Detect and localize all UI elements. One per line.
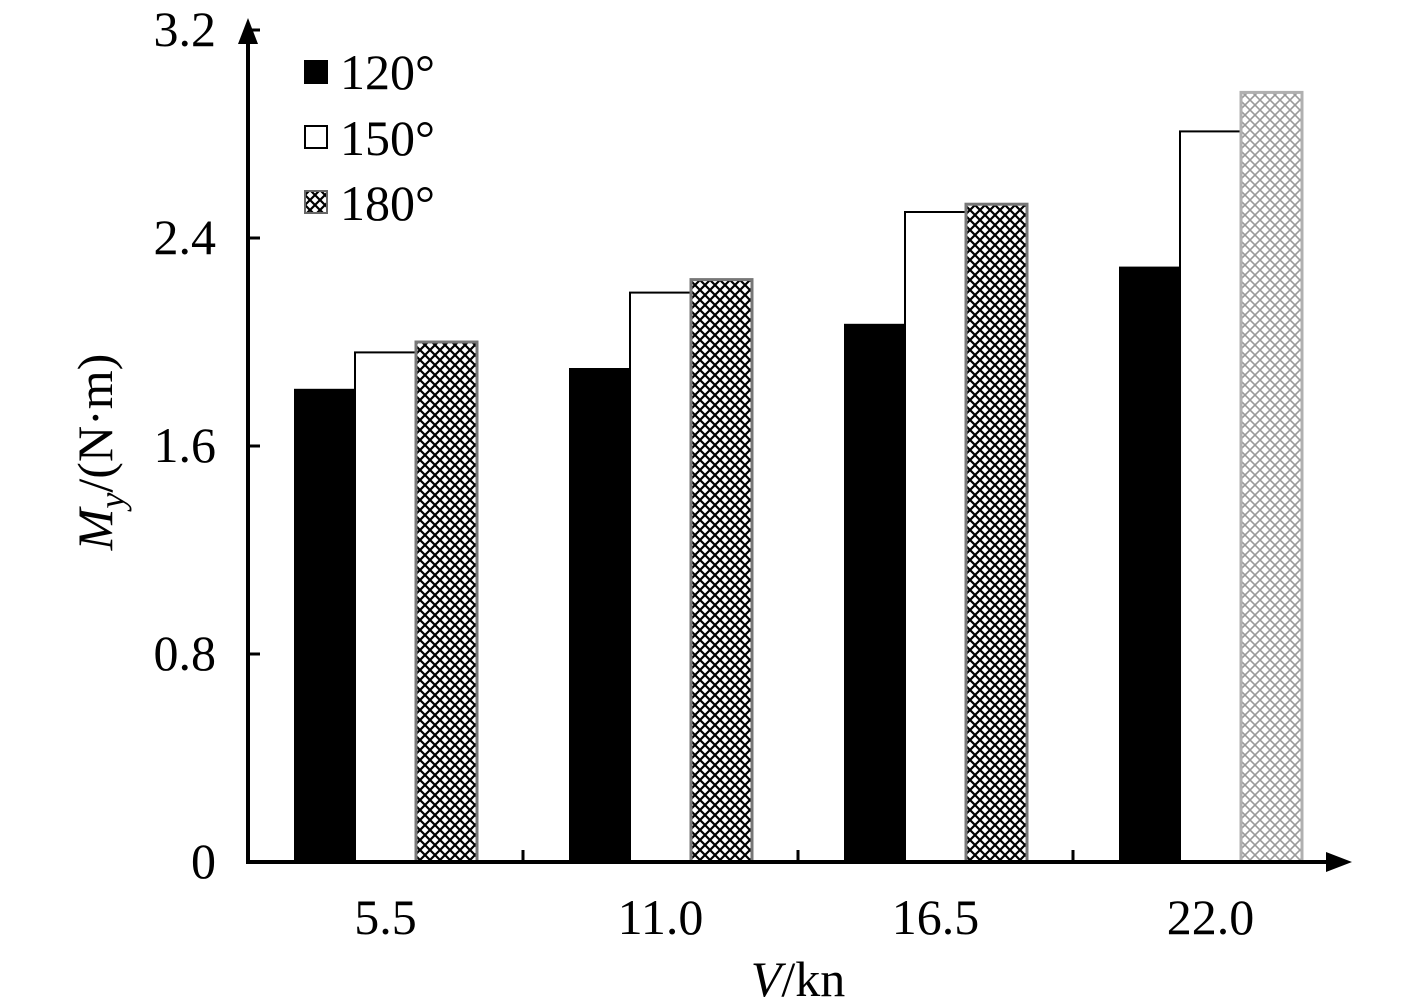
legend-label-180: 180° xyxy=(340,175,435,231)
legend-swatch-120 xyxy=(304,60,328,84)
bar-120deg-5.5 xyxy=(294,388,355,862)
bar-180deg-22.0 xyxy=(1239,90,1304,864)
bar-120deg-16.5 xyxy=(844,323,905,862)
x-axis-title-symbol: V xyxy=(751,951,787,1006)
y-axis-title: My/(N·m) xyxy=(67,354,132,551)
x-ticks-group: 5.5 11.0 16.5 22.0 xyxy=(354,850,1254,945)
y-tick-label: 0 xyxy=(191,833,216,889)
y-tick-label: 0.8 xyxy=(154,625,217,681)
legend-swatch-180 xyxy=(304,190,328,214)
y-axis-title-symbol: M xyxy=(67,506,123,551)
bar-180deg-16.5 xyxy=(964,202,1029,864)
x-tick-label: 11.0 xyxy=(618,889,704,945)
x-tick-label: 16.5 xyxy=(892,889,980,945)
bars-group xyxy=(294,90,1304,864)
bar-180deg-5.5 xyxy=(414,340,479,864)
bar-180deg-11.0 xyxy=(689,278,754,864)
legend: 120° 150° 180° xyxy=(304,44,435,231)
x-tick-label: 5.5 xyxy=(354,889,417,945)
y-axis-title-unit: /(N·m) xyxy=(67,354,123,493)
bar-120deg-11.0 xyxy=(569,368,630,862)
x-axis-title-unit: /kn xyxy=(781,951,845,1006)
y-ticks-group: 0 0.8 1.6 2.4 3.2 xyxy=(154,1,260,889)
legend-swatch-150 xyxy=(304,125,328,149)
y-tick-label: 1.6 xyxy=(154,417,217,473)
legend-label-120: 120° xyxy=(340,44,435,100)
y-axis-title-subscript: y xyxy=(92,493,132,512)
bar-150deg-16.5 xyxy=(904,211,967,863)
x-axis-arrow xyxy=(1326,852,1352,872)
x-axis-title: V/kn xyxy=(751,951,845,1006)
y-tick-label: 2.4 xyxy=(154,209,217,265)
bar-120deg-22.0 xyxy=(1119,266,1180,863)
bar-150deg-5.5 xyxy=(354,351,417,863)
legend-label-150: 150° xyxy=(340,110,435,166)
bar-150deg-11.0 xyxy=(629,291,692,864)
y-tick-label: 3.2 xyxy=(154,1,217,57)
bar-150deg-22.0 xyxy=(1179,130,1242,863)
x-tick-label: 22.0 xyxy=(1167,889,1255,945)
